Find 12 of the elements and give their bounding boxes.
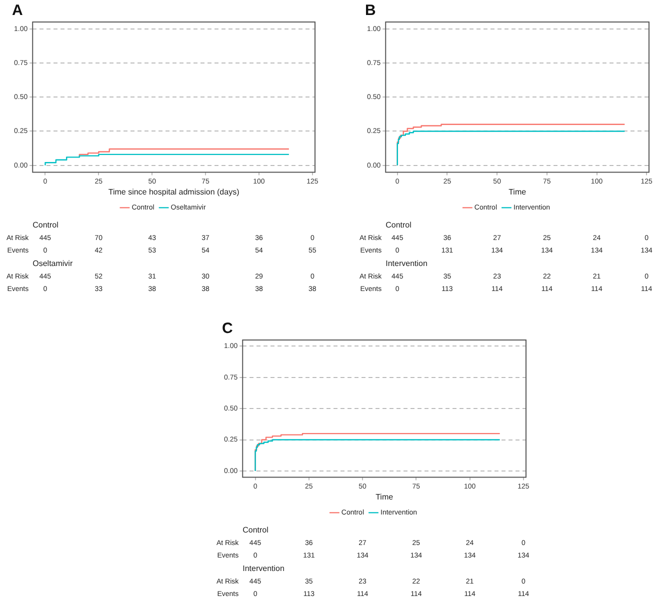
text: Control (32, 220, 59, 230)
text: Control (386, 220, 412, 230)
text: Intervention (386, 258, 428, 268)
chart-title: B (365, 2, 376, 20)
chart-title: C (222, 320, 233, 338)
chart-title: A (12, 2, 23, 20)
text: Intervention (242, 564, 284, 573)
text: Oseltamivir (32, 258, 73, 268)
x-axis-title: Time (376, 492, 394, 502)
text: Control (242, 525, 269, 534)
x-axis-title: Time (508, 188, 527, 197)
x-axis-title: Time since hospital admission (days) (108, 188, 240, 197)
